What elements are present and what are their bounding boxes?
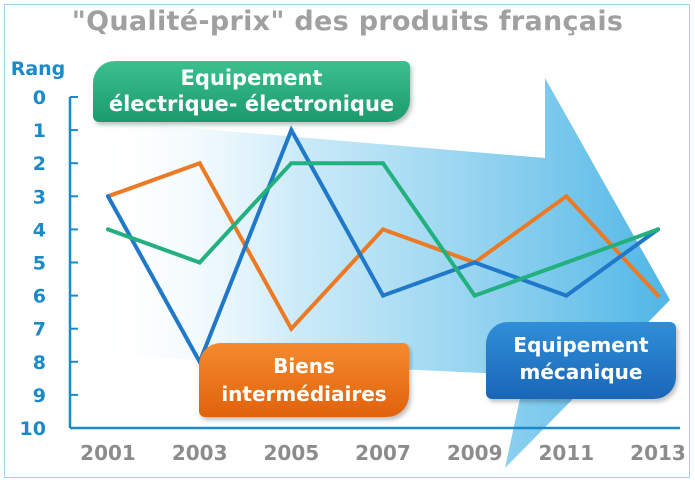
series-point: [472, 293, 477, 298]
series-label-biens-line2: intermédiaires: [221, 382, 387, 406]
series-point: [289, 161, 294, 166]
series-point: [197, 260, 202, 265]
x-tick-label: 2009: [447, 441, 503, 465]
series-point: [106, 194, 110, 199]
y-tick-label: 7: [33, 319, 46, 341]
y-tick-label: 2: [33, 153, 46, 175]
series-point: [381, 227, 385, 232]
series-label-electrique-line2: électrique- électronique: [108, 92, 395, 116]
chart-title: "Qualité-prix" des produits français: [71, 6, 624, 37]
series-point: [472, 260, 477, 265]
y-tick-label: 0: [33, 87, 46, 109]
series-point: [656, 227, 660, 232]
y-tick-label: 3: [33, 186, 46, 208]
series-point: [381, 161, 385, 166]
y-axis-label: Rang: [11, 58, 66, 80]
series-2: [106, 161, 660, 299]
series-point: [289, 128, 294, 133]
x-tick-labels: 2001 2003 2005 2007 2009 2011 2013: [80, 441, 686, 465]
x-tick-label: 2013: [630, 441, 686, 465]
series-label-mecanique-line1: Equipement: [513, 333, 649, 357]
series-point: [564, 293, 569, 298]
y-tick-label: 5: [33, 253, 46, 275]
series-label-mecanique-line2: mécanique: [519, 360, 643, 384]
series-label-biens-line1: Biens: [273, 354, 335, 378]
series-point: [197, 161, 202, 166]
series-label-biens: Biens intermédiaires: [199, 343, 409, 417]
series-label-mecanique: Equipement mécanique: [486, 322, 676, 399]
series-point: [381, 293, 385, 298]
y-tick-label: 9: [33, 385, 46, 407]
series-point: [564, 194, 569, 199]
y-tick-label: 6: [33, 286, 46, 308]
y-tick-label: 8: [33, 352, 46, 374]
y-tick-label: 4: [33, 219, 46, 241]
series-label-electrique: Equipement électrique- électronique: [93, 61, 410, 122]
series-point: [656, 293, 660, 298]
x-tick-label: 2007: [355, 441, 411, 465]
series-label-electrique-line1: Equipement: [180, 66, 323, 90]
x-tick-label: 2011: [538, 441, 594, 465]
x-tick-label: 2001: [80, 441, 136, 465]
series-point: [106, 227, 110, 232]
x-tick-label: 2003: [172, 441, 228, 465]
series-point: [289, 326, 294, 331]
y-tick-label: 10: [20, 418, 46, 440]
y-tick-labels: 0 1 2 3 4 5 6 7 8 9 10: [20, 87, 46, 440]
y-tick-marks: [70, 96, 78, 429]
y-tick-label: 1: [33, 120, 46, 142]
series-point: [564, 260, 569, 265]
x-tick-label: 2005: [263, 441, 319, 465]
